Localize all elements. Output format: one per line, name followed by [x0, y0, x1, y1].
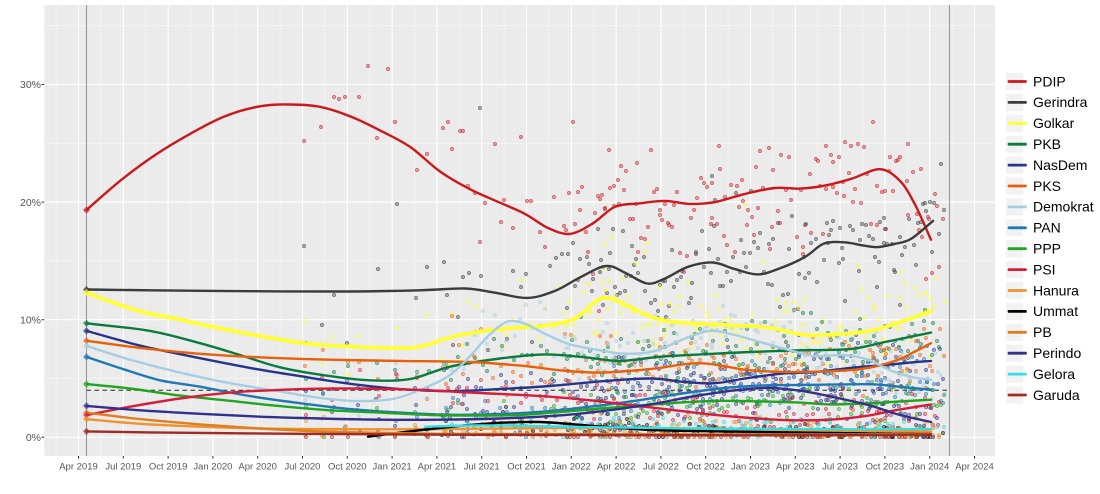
svg-text:NasDem: NasDem: [1033, 157, 1087, 173]
svg-text:Perindo: Perindo: [1033, 345, 1081, 361]
svg-text:Jul 2022: Jul 2022: [643, 462, 679, 473]
svg-text:PKB: PKB: [1033, 136, 1061, 152]
svg-text:Jan 2020: Jan 2020: [193, 462, 232, 473]
svg-text:Jan 2021: Jan 2021: [373, 462, 412, 473]
svg-text:PB: PB: [1033, 324, 1052, 340]
svg-text:Golkar: Golkar: [1033, 115, 1075, 131]
svg-text:Apr 2021: Apr 2021: [418, 462, 457, 473]
svg-text:Apr 2019: Apr 2019: [59, 462, 98, 473]
svg-text:Jul 2019: Jul 2019: [105, 462, 141, 473]
svg-text:Oct 2022: Oct 2022: [686, 462, 725, 473]
svg-text:PSI: PSI: [1033, 261, 1056, 277]
svg-text:Oct 2023: Oct 2023: [866, 462, 905, 473]
svg-text:Apr 2023: Apr 2023: [776, 462, 815, 473]
svg-text:0%: 0%: [26, 432, 41, 444]
svg-text:Apr 2024: Apr 2024: [955, 462, 994, 473]
svg-text:PAN: PAN: [1033, 220, 1061, 236]
svg-text:Gelora: Gelora: [1033, 366, 1075, 382]
svg-text:Garuda: Garuda: [1033, 387, 1080, 403]
svg-text:Gerindra: Gerindra: [1033, 94, 1088, 110]
svg-text:Jan 2022: Jan 2022: [552, 462, 591, 473]
svg-text:Jan 2024: Jan 2024: [910, 462, 949, 473]
svg-text:Jan 2023: Jan 2023: [731, 462, 770, 473]
svg-text:Oct 2020: Oct 2020: [328, 462, 367, 473]
svg-text:20%: 20%: [20, 197, 41, 209]
svg-text:Apr 2022: Apr 2022: [597, 462, 636, 473]
svg-text:PKS: PKS: [1033, 178, 1061, 194]
svg-text:Ummat: Ummat: [1033, 303, 1078, 319]
svg-text:Jul 2023: Jul 2023: [822, 462, 858, 473]
svg-text:Jul 2020: Jul 2020: [285, 462, 321, 473]
svg-text:Jul 2021: Jul 2021: [464, 462, 500, 473]
svg-text:PPP: PPP: [1033, 241, 1061, 257]
svg-text:Oct 2021: Oct 2021: [507, 462, 546, 473]
svg-text:Hanura: Hanura: [1033, 282, 1079, 298]
svg-text:10%: 10%: [20, 314, 41, 326]
svg-text:PDIP: PDIP: [1033, 73, 1066, 89]
svg-text:30%: 30%: [20, 79, 41, 91]
svg-text:Demokrat: Demokrat: [1033, 199, 1094, 215]
svg-text:Oct 2019: Oct 2019: [149, 462, 188, 473]
svg-text:Apr 2020: Apr 2020: [238, 462, 277, 473]
